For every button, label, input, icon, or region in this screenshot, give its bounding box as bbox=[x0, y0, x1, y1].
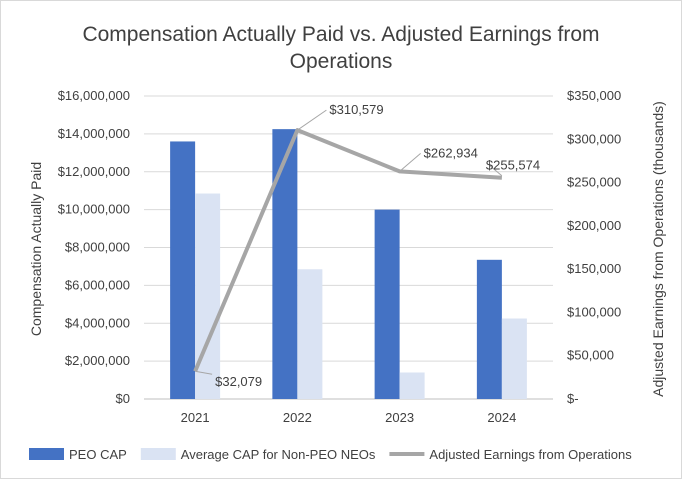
y-tick-label: $12,000,000 bbox=[58, 164, 130, 179]
bar-peo-cap bbox=[374, 209, 400, 399]
legend-swatch bbox=[140, 448, 176, 460]
data-label: $262,934 bbox=[424, 145, 478, 160]
label-leader bbox=[489, 165, 503, 177]
y2-tick-label: $350,000 bbox=[567, 88, 621, 103]
label-leader bbox=[399, 152, 421, 172]
data-label: $255,574 bbox=[486, 158, 540, 173]
left-axis-ticks: $0 $2,000,000 $4,000,000 $6,000,000 $8,000,0… bbox=[58, 88, 130, 406]
y2-axis-label: Adjusted Earnings from Operations (thous… bbox=[650, 101, 666, 397]
bar-non-peo-cap bbox=[195, 193, 221, 399]
y-tick-label: $0 bbox=[116, 391, 130, 406]
y-tick-label: $14,000,000 bbox=[58, 126, 130, 141]
legend: PEO CAP Average CAP for Non-PEO NEOs Adjus… bbox=[29, 447, 632, 462]
y2-tick-label: $300,000 bbox=[567, 131, 621, 146]
y-axis-label: Compensation Actually Paid bbox=[28, 162, 44, 336]
right-axis-ticks: $- $50,000 $100,000 $150,000 $200,000 $250,00… bbox=[567, 88, 621, 406]
y2-tick-label: $250,000 bbox=[567, 175, 621, 190]
legend-swatch bbox=[29, 448, 64, 460]
bar-peo-cap bbox=[272, 129, 298, 399]
legend-label: PEO CAP bbox=[69, 447, 127, 462]
y-tick-label: $16,000,000 bbox=[58, 88, 130, 103]
legend-label: Adjusted Earnings from Operations bbox=[429, 447, 632, 462]
data-label: $32,079 bbox=[215, 374, 262, 389]
y-tick-label: $4,000,000 bbox=[65, 315, 130, 330]
x-tick-label: 2021 bbox=[181, 410, 210, 425]
chart-title-line1: Compensation Actually Paid vs. Adjusted … bbox=[82, 23, 599, 46]
x-tick-label: 2024 bbox=[487, 410, 516, 425]
data-label: $310,579 bbox=[329, 102, 383, 117]
bar-peo-cap bbox=[476, 259, 502, 399]
y-tick-label: $6,000,000 bbox=[65, 277, 130, 292]
y2-tick-label: $- bbox=[567, 391, 579, 406]
data-labels: $32,079 $310,579 $262,934 $255,574 bbox=[195, 102, 540, 389]
label-leader bbox=[195, 370, 213, 375]
bar-series bbox=[170, 129, 527, 399]
bar-peo-cap bbox=[170, 141, 196, 399]
legend-label: Average CAP for Non-PEO NEOs bbox=[181, 447, 376, 462]
line-adjusted-earnings bbox=[193, 128, 502, 373]
y2-tick-label: $100,000 bbox=[567, 304, 621, 319]
y2-tick-label: $200,000 bbox=[567, 218, 621, 233]
y2-tick-label: $150,000 bbox=[567, 261, 621, 276]
y2-tick-label: $50,000 bbox=[567, 348, 614, 363]
x-axis-ticks: 2021 2022 2023 2024 bbox=[181, 410, 517, 425]
label-leader bbox=[297, 109, 327, 131]
bar-non-peo-cap bbox=[399, 372, 425, 399]
x-tick-label: 2022 bbox=[283, 410, 312, 425]
x-tick-label: 2023 bbox=[385, 410, 414, 425]
y-tick-label: $2,000,000 bbox=[65, 353, 130, 368]
bar-non-peo-cap bbox=[297, 269, 323, 399]
bar-non-peo-cap bbox=[501, 318, 527, 399]
chart-title-line2: Operations bbox=[290, 50, 393, 73]
y-tick-label: $8,000,000 bbox=[65, 240, 130, 255]
y-tick-label: $10,000,000 bbox=[58, 202, 130, 217]
line-series bbox=[193, 128, 502, 373]
